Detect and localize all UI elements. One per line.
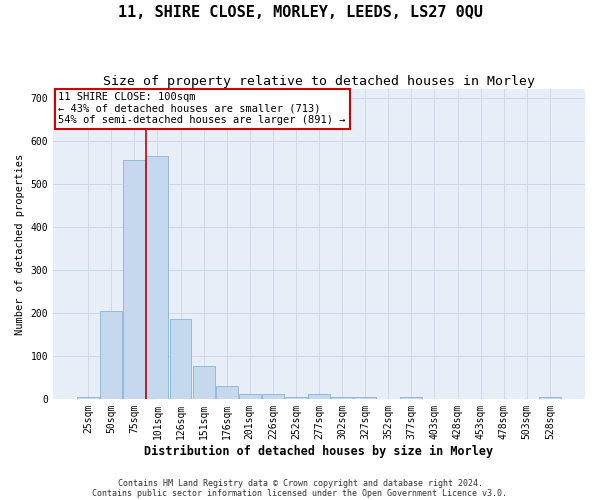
Bar	[146, 156, 169, 398]
Y-axis label: Number of detached properties: Number of detached properties	[15, 154, 25, 334]
Bar	[239, 394, 261, 398]
Bar	[100, 310, 122, 398]
Bar	[539, 396, 561, 398]
Text: Contains public sector information licensed under the Open Government Licence v3: Contains public sector information licen…	[92, 488, 508, 498]
Text: 11 SHIRE CLOSE: 100sqm
← 43% of detached houses are smaller (713)
54% of semi-de: 11 SHIRE CLOSE: 100sqm ← 43% of detached…	[58, 92, 346, 126]
Title: Size of property relative to detached houses in Morley: Size of property relative to detached ho…	[103, 75, 535, 88]
X-axis label: Distribution of detached houses by size in Morley: Distribution of detached houses by size …	[145, 444, 494, 458]
Bar	[170, 319, 191, 398]
Text: Contains HM Land Registry data © Crown copyright and database right 2024.: Contains HM Land Registry data © Crown c…	[118, 478, 482, 488]
Bar	[285, 396, 307, 398]
Bar	[216, 386, 238, 398]
Bar	[262, 394, 284, 398]
Text: 11, SHIRE CLOSE, MORLEY, LEEDS, LS27 0QU: 11, SHIRE CLOSE, MORLEY, LEEDS, LS27 0QU	[118, 5, 482, 20]
Bar	[308, 394, 330, 398]
Bar	[124, 160, 145, 398]
Bar	[400, 396, 422, 398]
Bar	[331, 396, 353, 398]
Bar	[193, 366, 215, 398]
Bar	[354, 396, 376, 398]
Bar	[77, 396, 99, 398]
